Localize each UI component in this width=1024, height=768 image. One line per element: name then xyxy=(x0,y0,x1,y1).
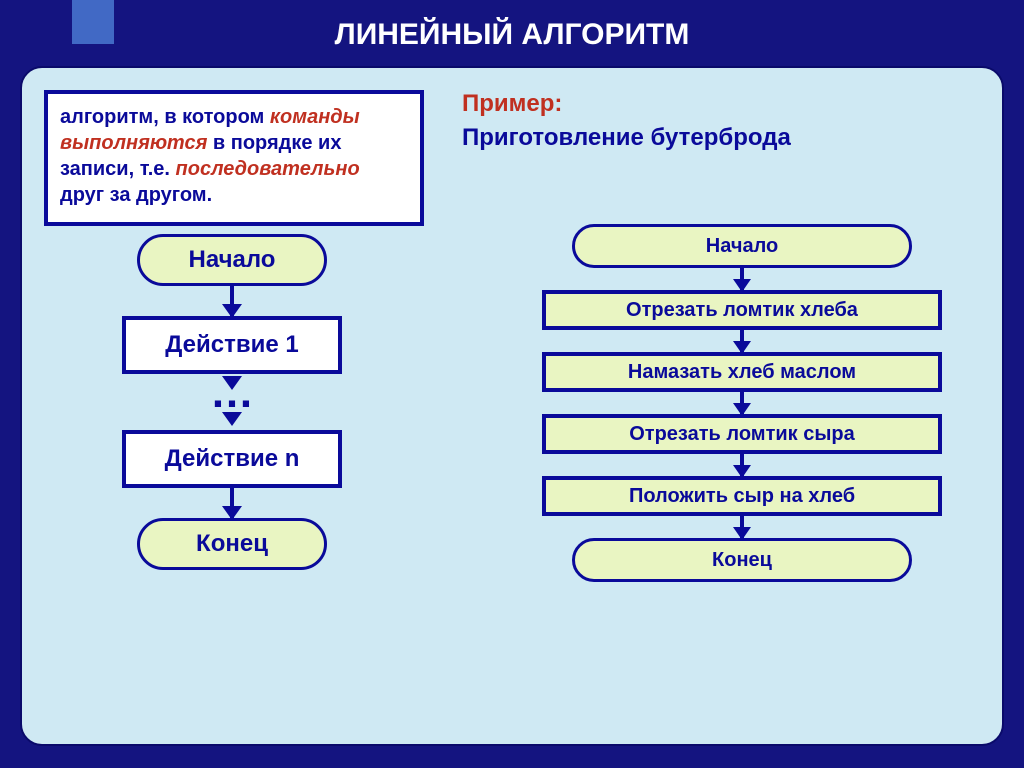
left-node-actionn: Действие n xyxy=(122,430,342,488)
slide-title: ЛИНЕЙНЫЙ АЛГОРИТМ xyxy=(0,18,1024,52)
content-panel: алгоритм, в котором команды выполняются … xyxy=(20,66,1004,746)
def-emph2: последовательно xyxy=(176,158,360,180)
example-heading: Пример: xyxy=(462,90,562,118)
right-node-start: Начало xyxy=(572,224,912,268)
slide-background: ЛИНЕЙНЫЙ АЛГОРИТМ алгоритм, в котором ко… xyxy=(0,0,1024,768)
right-node-step1: Отрезать ломтик хлеба xyxy=(542,290,942,330)
left-node-ellipsis: … xyxy=(82,382,382,404)
arrow-icon xyxy=(740,330,744,352)
left-flowchart: Начало Действие 1 … Действие n Конец xyxy=(82,234,382,570)
arrow-icon xyxy=(230,488,234,518)
arrow-icon xyxy=(740,268,744,290)
left-node-action1: Действие 1 xyxy=(122,316,342,374)
right-node-step4: Положить сыр на хлеб xyxy=(542,476,942,516)
example-subtitle: Приготовление бутерброда xyxy=(462,124,791,152)
left-node-start: Начало xyxy=(137,234,327,286)
arrow-icon xyxy=(230,286,234,316)
definition-box: алгоритм, в котором команды выполняются … xyxy=(44,90,424,226)
right-node-step2: Намазать хлеб маслом xyxy=(542,352,942,392)
arrow-icon xyxy=(222,376,242,390)
arrow-icon xyxy=(222,412,242,426)
right-flowchart: Начало Отрезать ломтик хлеба Намазать хл… xyxy=(522,224,962,582)
right-node-end: Конец xyxy=(572,538,912,582)
def-text-post: друг за другом. xyxy=(60,184,212,206)
left-node-end: Конец xyxy=(137,518,327,570)
def-text: алгоритм, в котором xyxy=(60,106,270,128)
right-node-step3: Отрезать ломтик сыра xyxy=(542,414,942,454)
arrow-icon xyxy=(740,516,744,538)
arrow-icon xyxy=(740,454,744,476)
arrow-icon xyxy=(740,392,744,414)
